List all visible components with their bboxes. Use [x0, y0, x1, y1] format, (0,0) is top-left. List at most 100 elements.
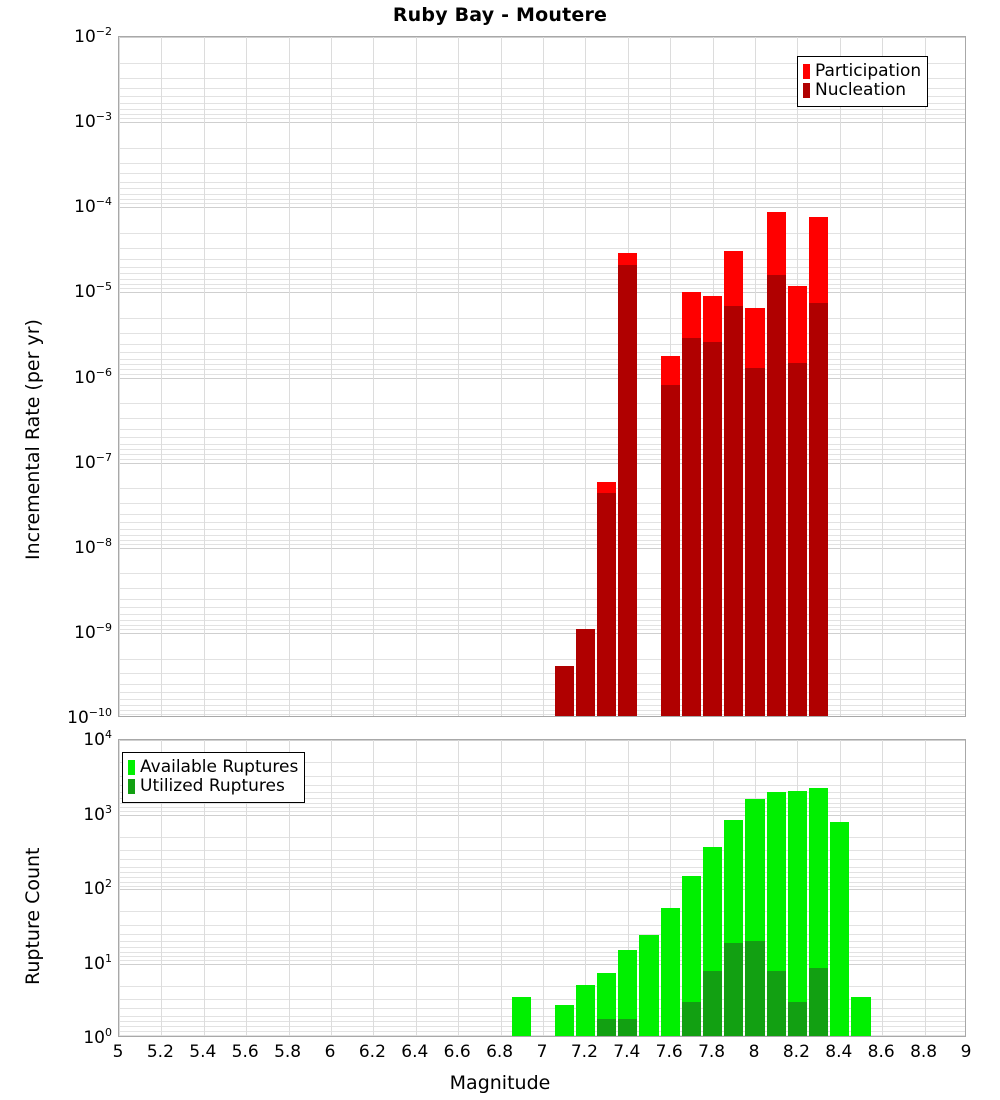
gridline-minor — [119, 807, 965, 809]
magnitude-tick: 7.4 — [613, 1042, 641, 1062]
gridline-major — [119, 377, 965, 379]
gridline-minor — [119, 877, 965, 879]
gridline-minor — [119, 181, 965, 183]
gridline-minor — [119, 588, 965, 590]
gridline-minor — [119, 118, 965, 120]
bar — [766, 211, 786, 716]
bar — [745, 308, 765, 716]
gridline-vertical — [882, 37, 884, 716]
gridline-minor — [119, 96, 965, 98]
incremental-rate-plot — [118, 36, 966, 717]
gridline-major — [119, 122, 965, 124]
bar — [597, 972, 617, 1036]
utilized-ruptures-legend-label: Utilized Ruptures — [140, 776, 285, 796]
gridline-vertical — [288, 740, 290, 1036]
gridline-minor — [119, 358, 965, 360]
gridline-minor — [119, 332, 965, 334]
gridline-minor — [119, 369, 965, 371]
gridline-minor — [119, 775, 965, 777]
available-ruptures-swatch-icon — [128, 760, 135, 775]
gridline-vertical — [458, 37, 460, 716]
magnitude-tick: 6.8 — [486, 1042, 514, 1062]
bar-segment — [724, 942, 744, 1036]
gridline-minor — [119, 247, 965, 249]
gridline-major — [119, 814, 965, 816]
bar — [809, 216, 829, 716]
bar-segment — [555, 1036, 574, 1037]
incremental-rate-y-tick: 10−4 — [74, 195, 112, 218]
gridline-minor — [119, 699, 965, 701]
gridline-major — [119, 889, 965, 890]
bar — [703, 296, 723, 716]
gridline-vertical — [161, 37, 163, 716]
bar — [512, 996, 532, 1036]
gridline-minor — [119, 1008, 965, 1010]
gridline-major — [119, 963, 965, 965]
gridline-vertical — [331, 740, 332, 1036]
gridline-minor — [119, 443, 965, 445]
magnitude-tick: 6.6 — [443, 1042, 471, 1062]
bar — [575, 984, 595, 1036]
bar — [575, 629, 595, 716]
bar — [554, 665, 574, 716]
gridline-vertical — [203, 740, 205, 1036]
gridline-minor — [119, 1015, 965, 1017]
bar — [787, 791, 807, 1036]
gridline-minor — [119, 188, 965, 190]
gridline-vertical — [543, 37, 544, 716]
gridline-major — [119, 740, 965, 741]
bar-segment — [681, 1002, 701, 1036]
bar — [618, 253, 638, 716]
bar-segment — [787, 1002, 807, 1036]
gridline-minor — [119, 522, 965, 524]
bar-segment — [575, 629, 595, 716]
gridline-minor — [119, 162, 965, 164]
incremental-rate-y-tick: 10−2 — [74, 25, 112, 47]
incremental-rate-y-tick: 10−7 — [74, 450, 112, 473]
magnitude-tick: 7.8 — [698, 1042, 726, 1062]
gridline-minor — [119, 859, 965, 861]
gridline-minor — [119, 692, 965, 694]
gridline-vertical — [627, 740, 629, 1036]
page-title: Ruby Bay - Moutere — [392, 4, 608, 26]
gridline-minor — [119, 1026, 965, 1028]
gridline-minor — [119, 113, 965, 115]
gridline-minor — [119, 503, 965, 505]
incremental-rate-y-tick: 10−10 — [67, 706, 112, 728]
gridline-minor — [119, 960, 965, 962]
available-ruptures-legend-label: Available Ruptures — [140, 757, 299, 777]
rupture-count-y-tick: 100 — [83, 1026, 112, 1048]
rupture-count-y-tick: 102 — [83, 877, 112, 899]
bar-segment — [703, 342, 723, 716]
gridline-minor — [119, 454, 965, 456]
gridline-minor — [119, 956, 965, 958]
gridline-minor — [119, 543, 965, 545]
gridline-minor — [119, 539, 965, 541]
incremental-rate-y-tick: 10−6 — [74, 365, 112, 388]
nucleation-legend-label: Nucleation — [815, 80, 907, 100]
bar-segment — [745, 941, 765, 1036]
bar — [681, 292, 701, 716]
gridline-minor — [119, 607, 965, 609]
bar — [660, 908, 680, 1036]
gridline-vertical — [246, 37, 248, 716]
bar-segment — [554, 665, 574, 716]
gridline-minor — [119, 628, 965, 630]
gridline-minor — [119, 1030, 965, 1032]
magnitude-tick: 8 — [748, 1042, 760, 1062]
incremental-rate-legend-item: Participation — [803, 63, 921, 80]
gridline-minor — [119, 103, 965, 105]
gridline-vertical — [246, 740, 248, 1036]
magnitude-tick: 8.8 — [910, 1042, 938, 1062]
gridline-minor — [119, 343, 965, 345]
gridline-minor — [119, 684, 965, 686]
bar-segment — [597, 1018, 617, 1036]
gridline-minor — [119, 658, 965, 660]
gridline-vertical — [500, 37, 502, 716]
incremental-rate-y-axis: 10−2 10−3 10−4 10−5 10−6 10−7 10−8 10−9 10−10 — [0, 0, 112, 1100]
bar-segment — [703, 970, 723, 1036]
gridline-minor — [119, 999, 965, 1001]
gridline-minor — [119, 624, 965, 626]
bar — [830, 821, 850, 1036]
gridline-minor — [119, 266, 965, 268]
